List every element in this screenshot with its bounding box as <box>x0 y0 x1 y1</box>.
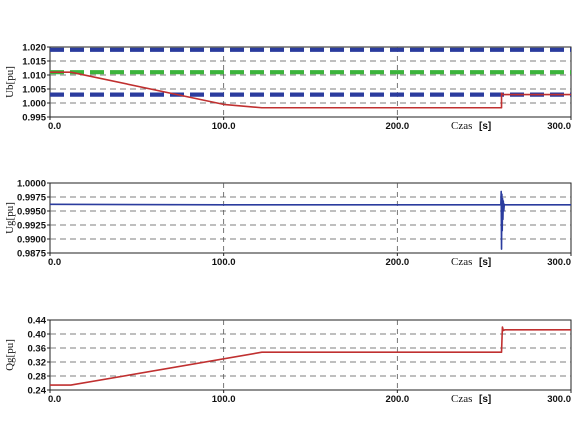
x-tick-label: 0.0 <box>48 257 61 268</box>
y-tick-label: 0.40 <box>28 330 47 341</box>
chart-panel-2: 0.9875 0.9900 0.9925 0.9950 0.9975 1.0000 0.0 1… <box>4 179 572 268</box>
y-tick-label: 1.020 <box>22 43 46 54</box>
y-tick-label: 1.005 <box>22 85 46 96</box>
series-line-1 <box>50 326 571 386</box>
x-axis-label: Czas <box>451 120 472 132</box>
series-line-1 <box>49 190 571 250</box>
chart-panel-3: 0.24 0.28 0.32 0.36 0.40 0.44 0.0 100.0 200.0 300… <box>4 316 572 405</box>
y-tick-label: 0.9900 <box>17 235 46 246</box>
x-tick-label: 300.0 <box>547 121 571 132</box>
x-tick-label: 100.0 <box>212 394 236 405</box>
x-tick-label: 300.0 <box>547 257 571 268</box>
y-tick-label: 0.995 <box>22 113 46 124</box>
chart-panel-1: 0.995 1.000 1.005 1.010 1.015 1.020 0.0 100.0 20… <box>4 43 572 132</box>
y-tick-label: 1.015 <box>22 57 46 68</box>
x-axis-unit: [s] <box>479 257 491 268</box>
x-tick-label: 100.0 <box>212 257 236 268</box>
y-tick-label: 0.24 <box>28 386 47 397</box>
y-axis-label: Ug[pu] <box>4 202 16 234</box>
series-line-4 <box>50 71 571 109</box>
y-tick-label: 0.28 <box>28 372 47 383</box>
plot-frame <box>49 182 572 254</box>
y-tick-label: 0.32 <box>28 358 47 369</box>
y-axis-label: Ub[pu] <box>4 66 16 98</box>
x-tick-label: 0.0 <box>48 394 61 405</box>
y-tick-label: 0.9925 <box>17 221 47 232</box>
y-tick-label: 0.9975 <box>17 193 47 204</box>
y-tick-label: 1.000 <box>22 99 46 110</box>
x-axis-label: Czas <box>451 393 472 405</box>
y-tick-label: 1.010 <box>22 71 46 82</box>
y-tick-label: 0.44 <box>28 316 47 327</box>
x-tick-label: 200.0 <box>385 121 409 132</box>
plot-frame <box>49 319 572 391</box>
x-axis-unit: [s] <box>479 394 491 405</box>
x-tick-label: 0.0 <box>48 121 61 132</box>
y-tick-label: 1.0000 <box>17 179 46 190</box>
x-axis-unit: [s] <box>479 121 491 132</box>
y-tick-label: 0.9950 <box>17 207 46 218</box>
x-tick-label: 200.0 <box>385 394 409 405</box>
x-tick-label: 200.0 <box>385 257 409 268</box>
y-axis-label: Qg[pu] <box>4 339 16 371</box>
y-tick-label: 0.9875 <box>17 249 47 260</box>
plot-frame <box>49 46 572 118</box>
x-axis-label: Czas <box>451 256 472 268</box>
x-tick-label: 300.0 <box>547 394 571 405</box>
y-tick-label: 0.36 <box>28 344 47 355</box>
x-tick-label: 100.0 <box>212 121 236 132</box>
